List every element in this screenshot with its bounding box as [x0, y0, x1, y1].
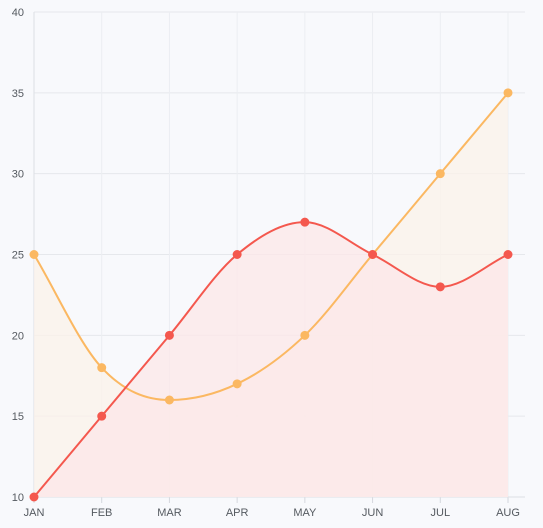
x-tick-label: AUG: [496, 507, 520, 519]
series-1-point: [29, 250, 39, 259]
series-2-point: [503, 250, 513, 259]
x-tick-label: JUL: [431, 507, 451, 519]
y-tick-label: 10: [12, 492, 24, 504]
series-1-point: [164, 395, 174, 405]
series-2-point: [97, 411, 107, 421]
x-tick-label: MAY: [293, 507, 317, 519]
x-tick-label: JUN: [362, 507, 383, 519]
series-2-point: [29, 492, 39, 502]
label-layer: 10 15 20 25 30 35 40 JAN FEB MAR APR MAY JUN JUL AUG: [12, 7, 520, 519]
series-2-point: [435, 282, 445, 292]
series-2-point: [300, 217, 310, 227]
y-tick-label: 40: [12, 7, 24, 19]
series-1-point: [232, 379, 242, 389]
y-tick-label: 25: [12, 250, 24, 262]
series-1-point: [503, 88, 513, 98]
series-1-point: [300, 330, 310, 340]
series-2-point: [232, 250, 242, 259]
x-tick-label: FEB: [91, 507, 112, 519]
y-tick-label: 20: [12, 330, 24, 342]
point-layer: [29, 88, 513, 502]
series-1-point: [97, 363, 107, 373]
area-layer: [34, 92, 508, 497]
series-2-area: [34, 222, 508, 497]
series-2-point: [368, 250, 378, 259]
x-tick-label: MAR: [157, 507, 182, 519]
y-tick-label: 35: [12, 88, 24, 100]
y-tick-label: 15: [12, 411, 24, 423]
series-1-point: [435, 169, 445, 179]
series-2-point: [164, 330, 174, 340]
x-tick-label: APR: [226, 507, 249, 519]
y-tick-label: 30: [12, 169, 24, 181]
x-tick-label: JAN: [24, 507, 45, 519]
